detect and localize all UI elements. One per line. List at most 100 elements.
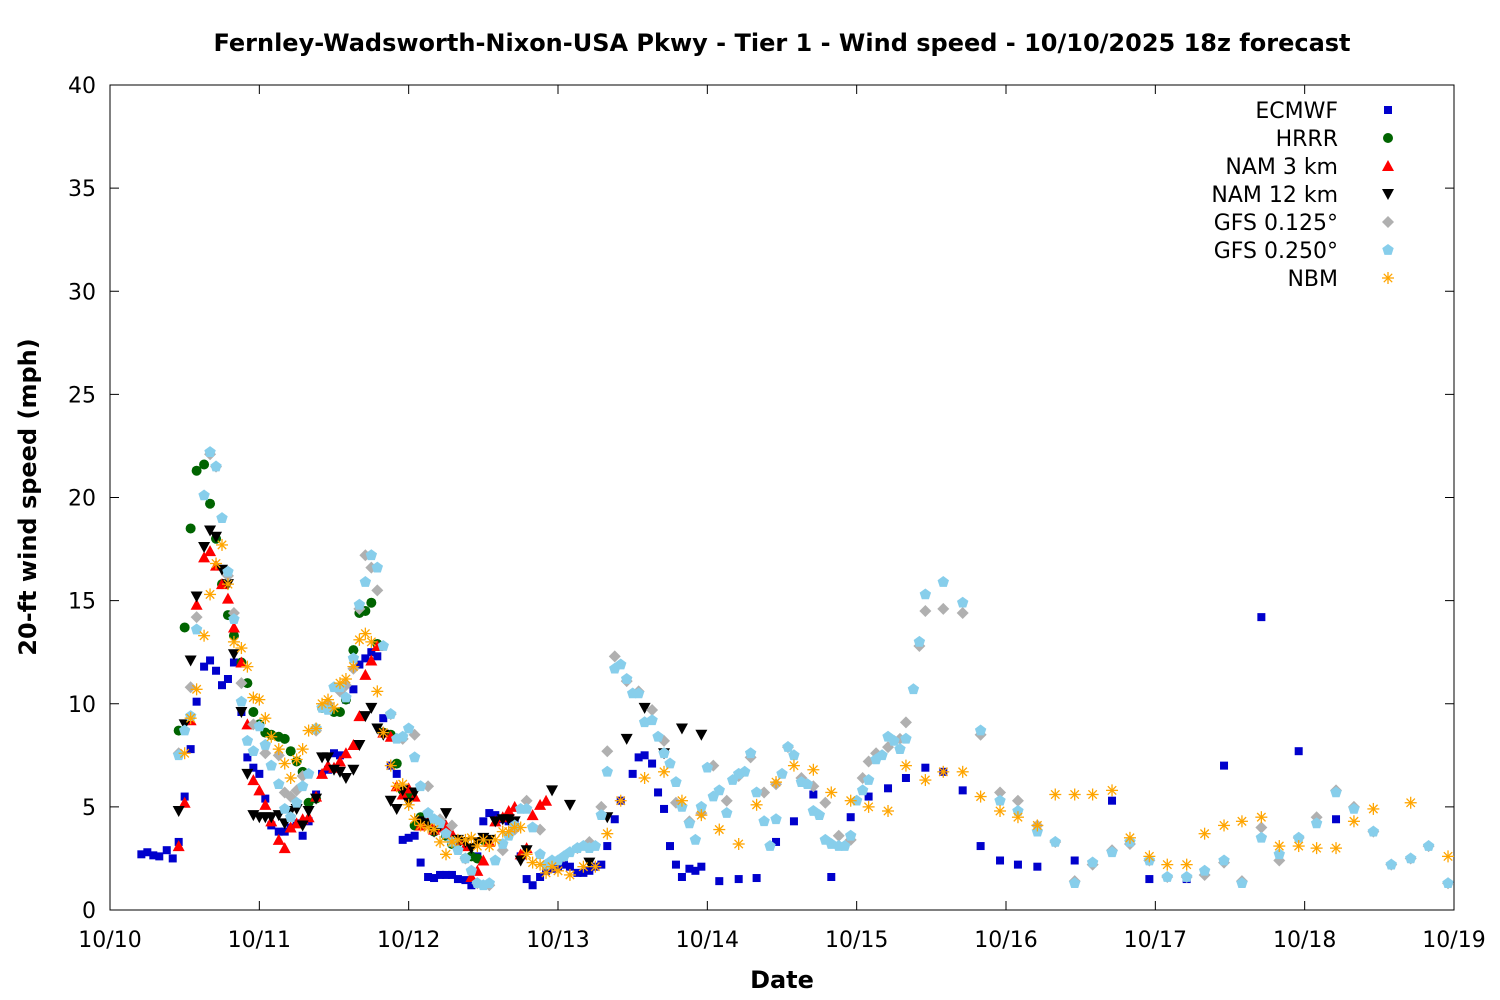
data-point (390, 803, 403, 815)
data-point (1367, 825, 1380, 837)
data-point (296, 780, 309, 792)
data-point (640, 751, 649, 760)
data-point (788, 749, 800, 761)
data-point (1348, 802, 1360, 814)
data-point (348, 645, 359, 656)
data-point (402, 798, 415, 811)
data-point (528, 881, 537, 890)
data-point (552, 864, 564, 877)
data-point (290, 753, 303, 766)
data-point (601, 745, 614, 758)
data-point (273, 778, 285, 790)
data-point (1292, 831, 1305, 843)
data-point (442, 870, 450, 879)
data-point (900, 732, 912, 744)
data-point (302, 724, 315, 737)
data-point (235, 695, 248, 707)
data-point (392, 769, 401, 778)
data-point (491, 811, 500, 820)
data-point (603, 842, 612, 851)
data-point (206, 656, 215, 665)
data-point (347, 739, 360, 750)
data-point (179, 622, 190, 633)
data-point (1143, 850, 1156, 863)
data-point (502, 805, 515, 816)
data-point (384, 795, 397, 807)
data-point (634, 753, 643, 762)
data-point (461, 876, 470, 885)
data-point (638, 772, 651, 784)
data-point (285, 746, 296, 757)
x-tick-label: 10/18 (1273, 928, 1336, 953)
data-point (248, 707, 259, 717)
data-point (974, 790, 987, 803)
data-point (919, 604, 932, 617)
data-point (355, 660, 364, 669)
data-point (349, 685, 358, 694)
data-point (310, 722, 323, 735)
data-point (221, 592, 234, 604)
y-tick-label: 15 (68, 590, 96, 615)
data-point (1235, 815, 1248, 828)
data-point (422, 807, 434, 818)
legend-marker (1382, 189, 1394, 200)
data-point (583, 857, 596, 869)
x-tick-label: 10/15 (825, 928, 888, 953)
data-point (398, 835, 407, 844)
data-point (1273, 840, 1286, 853)
data-point (1161, 858, 1174, 871)
data-point (994, 794, 1006, 806)
data-point (1180, 858, 1193, 871)
data-point (901, 774, 910, 782)
data-point (1404, 852, 1417, 864)
data-point (1049, 788, 1062, 801)
data-point (180, 792, 189, 801)
data-point (514, 855, 527, 867)
x-tick-label: 10/12 (377, 928, 440, 953)
data-point (253, 784, 266, 796)
data-point (247, 745, 260, 757)
data-point (601, 765, 613, 777)
data-point (658, 747, 670, 759)
y-tick-label: 20 (68, 487, 96, 512)
data-point (184, 712, 197, 725)
data-point (738, 765, 751, 777)
data-point (298, 831, 307, 840)
data-point (333, 766, 346, 778)
data-point (228, 613, 240, 625)
data-point (296, 743, 309, 756)
data-point (589, 860, 602, 873)
data-point (198, 629, 211, 642)
data-point (638, 702, 651, 714)
data-point (876, 749, 888, 761)
data-point (340, 691, 352, 703)
data-point (241, 660, 254, 673)
data-point (465, 831, 478, 844)
data-point (546, 785, 559, 797)
data-point (178, 747, 191, 760)
y-tick-label: 35 (68, 177, 96, 202)
data-point (563, 868, 576, 881)
data-point (658, 765, 671, 778)
data-point (764, 840, 776, 851)
data-point (1049, 835, 1061, 847)
data-point (1161, 871, 1173, 882)
data-point (359, 627, 372, 640)
data-point (334, 707, 345, 717)
data-point (371, 723, 384, 735)
data-point (675, 723, 688, 735)
data-point (440, 808, 452, 820)
data-point (958, 786, 967, 795)
data-point (772, 837, 781, 846)
data-point (365, 654, 378, 666)
data-point (365, 549, 378, 561)
data-point (610, 815, 619, 824)
legend-marker (1382, 272, 1394, 284)
data-point (646, 703, 659, 716)
data-point (856, 784, 869, 796)
data-point (316, 767, 329, 779)
y-tick-label: 40 (68, 74, 96, 99)
data-point (1086, 788, 1099, 801)
data-point (353, 710, 366, 722)
data-point (190, 598, 203, 610)
